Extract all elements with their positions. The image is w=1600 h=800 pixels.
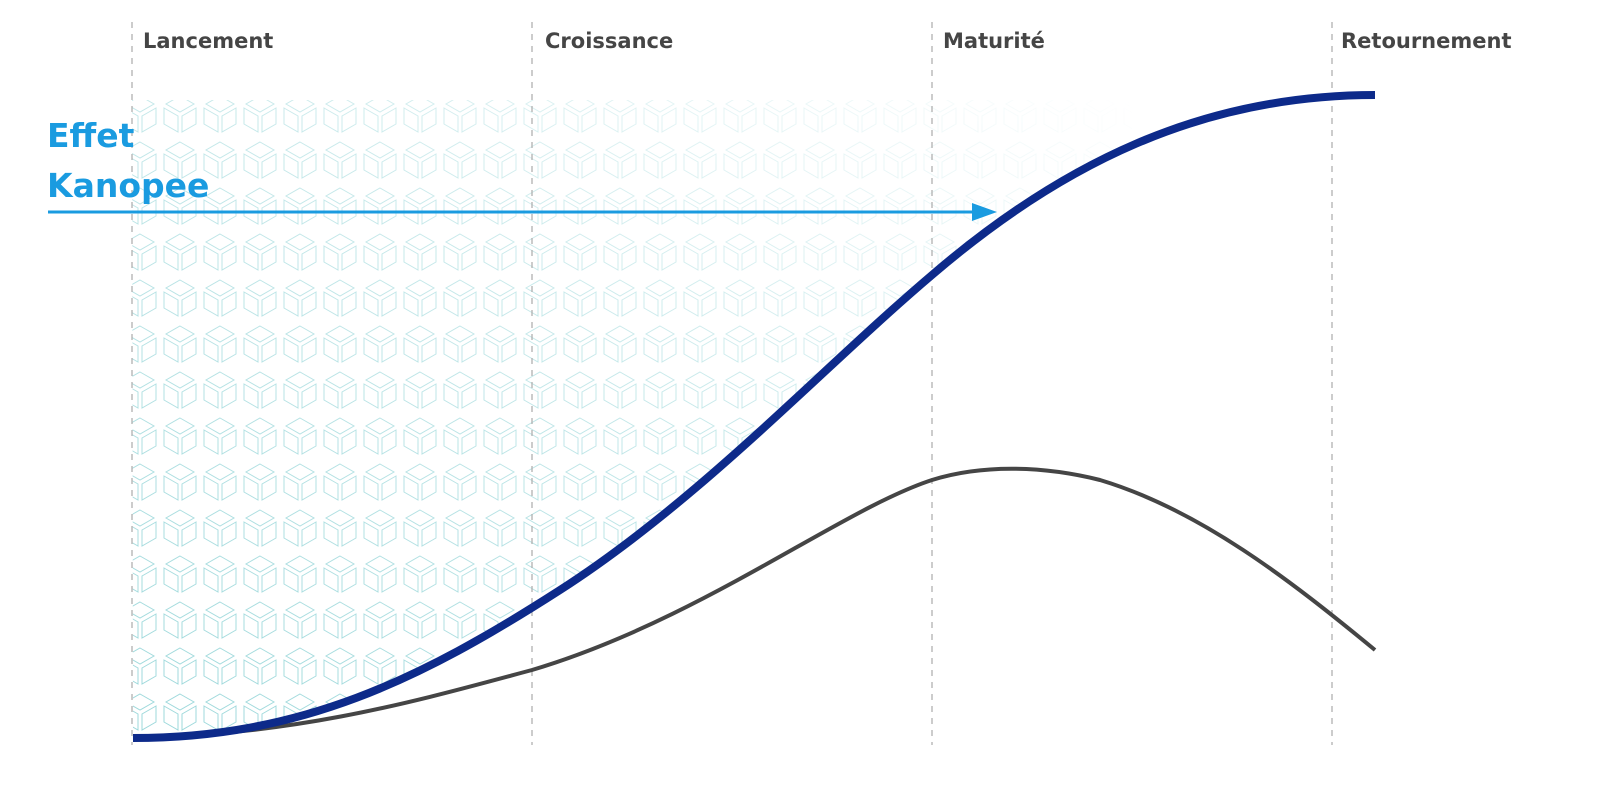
- effect-label: Effet: [47, 116, 135, 155]
- market-curve: [132, 466, 1377, 740]
- phase-label: Croissance: [545, 29, 673, 53]
- phase-dividers: [131, 22, 1333, 745]
- kanopee-curve: [132, 91, 1376, 742]
- phase-label: Lancement: [143, 29, 273, 53]
- phase-label: Maturité: [943, 29, 1045, 53]
- phase-label: Retournement: [1341, 29, 1512, 53]
- effect-label: Kanopee: [47, 166, 209, 205]
- pattern-area: [132, 100, 1132, 738]
- effect-arrow-head: [972, 203, 997, 221]
